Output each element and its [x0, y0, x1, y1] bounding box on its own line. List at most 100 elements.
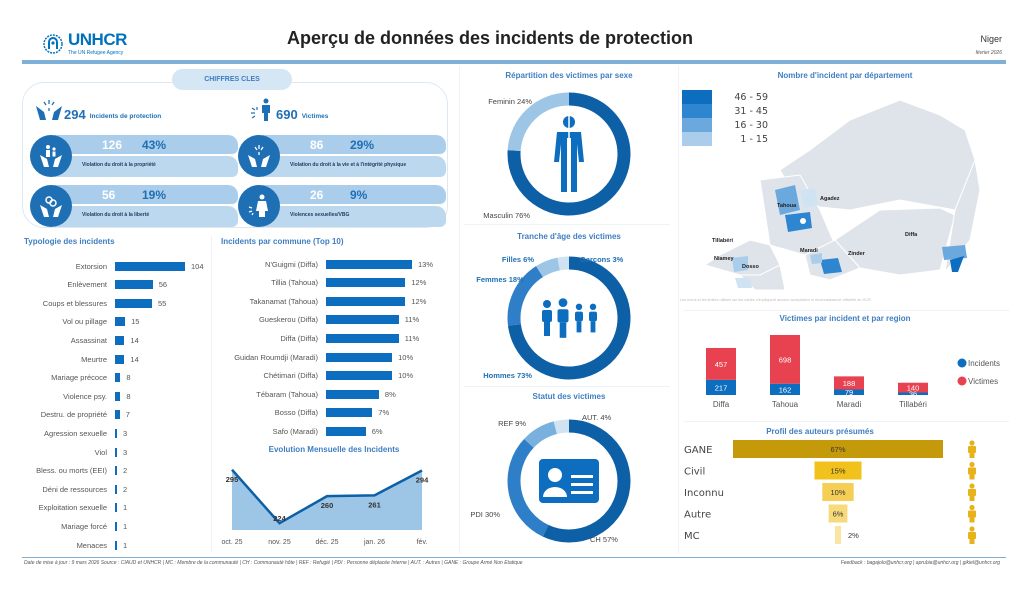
- bar-row: Meurtre 14: [0, 353, 139, 365]
- funnel-value: 2%: [848, 531, 859, 540]
- bar-value: 8: [126, 391, 131, 401]
- bar-value: 11%: [404, 315, 420, 325]
- bar-row: Assassinat 14: [0, 334, 139, 346]
- bar: [326, 278, 406, 288]
- bar-row: Tébaram (Tahoua) 8%: [212, 388, 396, 400]
- bar-incidents-value: 79: [845, 388, 853, 397]
- bar-value: 104: [191, 261, 204, 271]
- donut-slice: [507, 92, 631, 216]
- bar: [326, 352, 393, 362]
- bar-label: Mariage précoce: [51, 373, 107, 383]
- bar: [115, 410, 120, 420]
- map-hole: [800, 218, 806, 224]
- woman-burst-icon: [238, 185, 280, 227]
- footer-rule: [22, 557, 1006, 571]
- bar: [115, 298, 153, 308]
- evolution-point-label: 224: [273, 514, 286, 523]
- row-divider: [684, 310, 1009, 311]
- column-divider: [211, 236, 212, 552]
- funnel-bar: [814, 461, 862, 480]
- funnel-label: Civil: [684, 467, 705, 478]
- bar-label: Chétimari (Diffa): [263, 371, 318, 381]
- bar-victims-value: 457: [715, 360, 728, 369]
- map-disclaimer: Les noms et les limites utilisés sur les…: [680, 298, 871, 302]
- legend-dot: [957, 358, 967, 368]
- map-dept-tillaberi[interactable]: [732, 256, 748, 272]
- bar-label: Assassinat: [70, 335, 107, 345]
- bar-label: Tébaram (Tahoua): [256, 389, 318, 399]
- map-region-agadez[interactable]: [779, 99, 976, 211]
- kpi-label: Violences sexuelles/VBG: [290, 212, 350, 218]
- donut-label: Femmes 18%: [476, 275, 524, 284]
- map-legend-item: 31 - 45: [682, 104, 768, 118]
- age-title: Tranche d'âge des victimes: [517, 232, 621, 241]
- logo-text: UNHCR: [68, 30, 127, 49]
- bar: [115, 373, 121, 383]
- donut-slice: [557, 256, 570, 271]
- niger-map[interactable]: Agadez Tahoua Tillabéri Niamey Dosso Mar…: [700, 90, 1020, 290]
- donut-slice: [507, 438, 549, 537]
- bar: [115, 503, 117, 513]
- legend-label: Incidents: [968, 359, 1000, 368]
- map-label-agadez: Agadez: [820, 196, 840, 202]
- donut-label: PDI 30%: [470, 510, 500, 519]
- bar-label: Bosso (Diffa): [274, 408, 318, 418]
- bar: [326, 315, 399, 325]
- bar: [115, 428, 118, 438]
- bar-incidents: [706, 379, 736, 395]
- funnel-bar: [828, 504, 848, 523]
- legend-swatch: [682, 132, 712, 146]
- bar-label: Takanamat (Tahoua): [249, 296, 318, 306]
- bar-label: Violence psy.: [63, 391, 107, 401]
- funnel-label: Autre: [684, 510, 711, 521]
- bar-label: Coups et blessures: [42, 298, 107, 308]
- bar-row: Viol 3: [0, 446, 127, 458]
- logo-subtitle: The UN Refugee Agency: [68, 50, 124, 56]
- funnel-value: 67%: [830, 445, 845, 454]
- footer-feedback[interactable]: Feedback : bagajolo@unhcr.org | aprubia@…: [840, 560, 1000, 566]
- bar-label: Vol ou pillage: [62, 317, 107, 327]
- bar-victims: [770, 335, 800, 384]
- map-region-dosso[interactable]: [738, 264, 786, 290]
- bar-row: Destru. de propriété 7: [0, 409, 130, 421]
- bar: [115, 335, 125, 345]
- period-label: février 2026: [975, 50, 1002, 56]
- bar-value: 1: [123, 540, 128, 550]
- footer-notes: Date de mise à jour : 9 mars 2026 Source…: [24, 560, 523, 566]
- map-label-diffa: Diffa: [905, 232, 918, 238]
- bar: [326, 371, 393, 381]
- bar: [115, 261, 185, 271]
- kpi-card-property: 126 43% Violation du droit à la propriét…: [30, 135, 238, 179]
- map-region-diffa[interactable]: [944, 158, 981, 273]
- incidents-total-label: Incidents de protection: [89, 113, 162, 120]
- legend-label: 1 - 15: [740, 133, 768, 145]
- bar-row: Diffa (Diffa) 11%: [212, 332, 419, 344]
- legend-dot: [957, 376, 967, 386]
- donut-label: CH 57%: [590, 535, 618, 544]
- evolution-point-label: 295: [226, 475, 239, 484]
- victims-total: 690 Victimes: [246, 98, 328, 122]
- map-region-zinder[interactable]: [834, 207, 956, 276]
- legend-swatch: [682, 90, 712, 104]
- bar-label: Diffa (Diffa): [280, 333, 318, 343]
- bar-victims-value: 140: [907, 384, 920, 393]
- map-dept-nguigmi[interactable]: [942, 245, 967, 260]
- kpi-count: 56: [102, 188, 116, 202]
- map-dept-takanamat[interactable]: [800, 188, 818, 208]
- map-dept-maradi[interactable]: [810, 253, 822, 264]
- map-dept-niamey[interactable]: [735, 278, 752, 288]
- auteurs-title: Profil des auteurs présumés: [766, 427, 874, 436]
- map-dept-guidan-roumdji[interactable]: [820, 258, 842, 274]
- bar-row: Exploitation sexuelle 1: [0, 502, 127, 514]
- person-burst-icon: [251, 98, 270, 121]
- bar: [115, 540, 117, 550]
- map-dept-tillia[interactable]: [775, 185, 800, 215]
- funnel-bar: [834, 526, 842, 544]
- kpi-label: Violation du droit à la propriété: [82, 162, 156, 168]
- bar-row: Tillia (Tahoua) 12%: [212, 277, 426, 289]
- bar-row: Bosso (Diffa) 7%: [212, 407, 389, 419]
- bar: [326, 408, 373, 418]
- kpi-count: 86: [310, 138, 324, 152]
- map-dept-tahoua[interactable]: [785, 212, 812, 232]
- map-dept-diffa[interactable]: [950, 256, 964, 272]
